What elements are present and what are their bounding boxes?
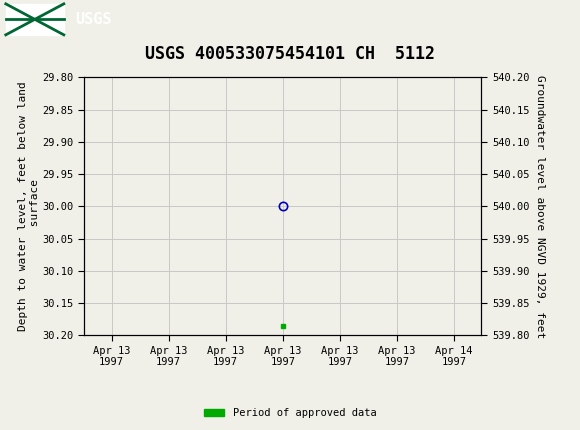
Y-axis label: Groundwater level above NGVD 1929, feet: Groundwater level above NGVD 1929, feet	[535, 75, 545, 338]
Legend: Period of approved data: Period of approved data	[200, 404, 380, 423]
Text: USGS 400533075454101 CH  5112: USGS 400533075454101 CH 5112	[145, 45, 435, 63]
Text: USGS: USGS	[75, 12, 112, 27]
Y-axis label: Depth to water level, feet below land
 surface: Depth to water level, feet below land su…	[18, 82, 39, 331]
Bar	[6, 4, 64, 35]
